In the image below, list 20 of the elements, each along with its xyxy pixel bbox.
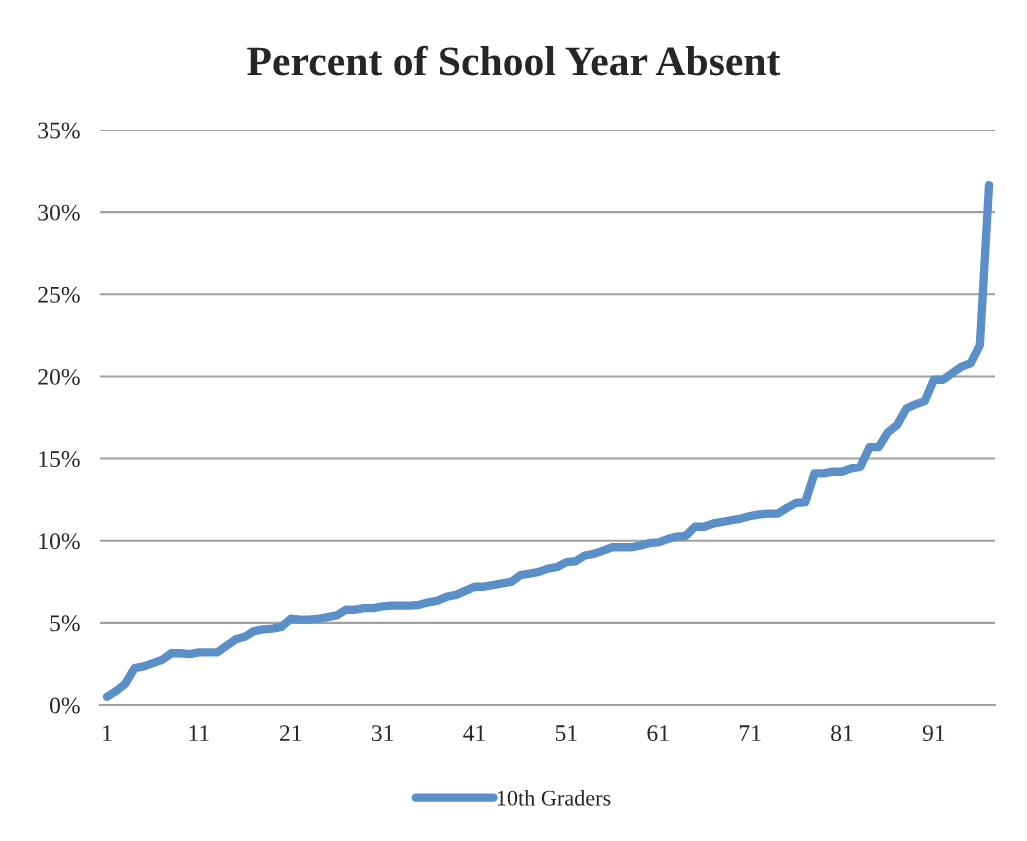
y-tick-label: 35% [38,122,80,139]
x-tick-label: 41 [463,725,485,741]
y-tick-label: 0% [49,697,80,714]
x-tick-label: 81 [831,725,853,742]
y-tick-label: 10% [39,533,80,550]
x-tick-label: 1 [103,725,112,741]
x-tick-label: 61 [647,725,669,742]
x-tick-label: 31 [371,725,394,742]
x-tick-label: 11 [189,725,209,741]
y-tick-label: 20% [38,368,80,385]
y-tick-label: 25% [38,286,80,303]
x-tick-label: 51 [555,725,577,742]
x-tick-label: 71 [739,725,761,741]
legend-label: 10th Graders [497,789,611,806]
y-tick-label: 30% [38,204,80,221]
x-tick-label: 91 [922,725,945,742]
y-tick-label: 5% [50,615,80,632]
chart-title: Percent of School Year Absent [247,45,781,76]
y-tick-label: 15% [39,451,80,468]
x-tick-label: 21 [279,725,302,741]
